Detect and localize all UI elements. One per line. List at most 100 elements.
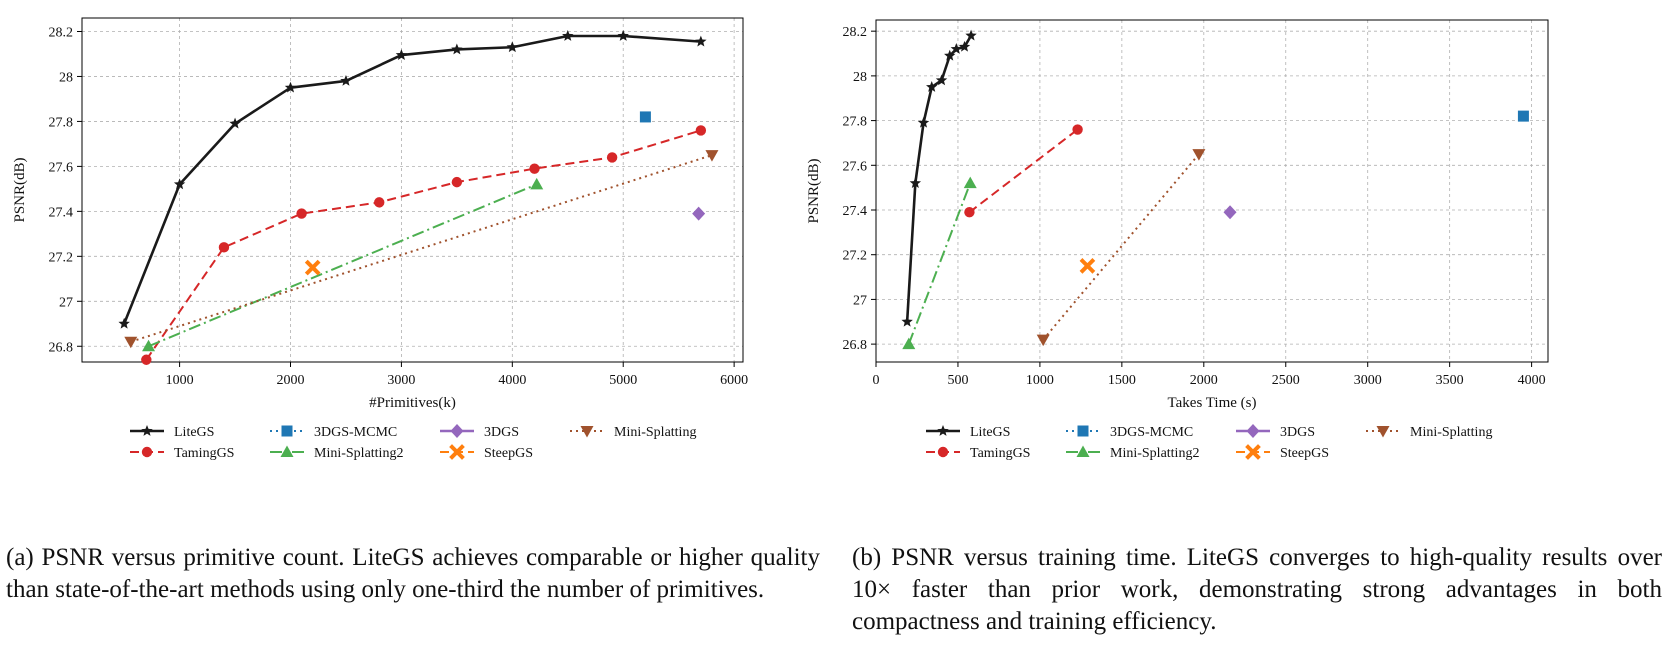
legend-label-mini-splatting2: Mini-Splatting2 bbox=[1110, 446, 1199, 461]
legend-marker-taminggs bbox=[937, 446, 949, 458]
legend-label-3dgs: 3DGS bbox=[1280, 425, 1315, 440]
legend-label-steepgs: SteepGS bbox=[484, 446, 533, 461]
plot-frame bbox=[875, 19, 1549, 363]
data-point-litegs bbox=[284, 81, 297, 93]
x-tick-label: 4000 bbox=[498, 373, 526, 388]
y-tick-label: 27 bbox=[59, 295, 73, 310]
x-tick-label: 3000 bbox=[387, 373, 415, 388]
chart-b: 0 500 1000 1500 2000 2500 3000 3500 4000 26.8 27 27… bbox=[806, 19, 1549, 461]
data-point-mini-splatting2 bbox=[902, 337, 916, 350]
data-point-litegs bbox=[173, 178, 186, 190]
data-point-mini-splatting bbox=[1192, 149, 1206, 161]
x-axis-label: #Primitives(k) bbox=[369, 395, 456, 411]
data-point-litegs bbox=[395, 49, 408, 60]
x-tick-label: 2500 bbox=[1272, 373, 1300, 388]
legend: LiteGS 3DGS-MCMC 3DGS Mini-Splatting TamingG… bbox=[130, 424, 696, 461]
data-point-taminggs bbox=[1072, 124, 1083, 135]
legend-marker-mini-splatting2 bbox=[1076, 445, 1090, 457]
series-taminggs bbox=[964, 124, 1083, 218]
legend-marker-3dgs bbox=[1246, 424, 1260, 438]
data-point-litegs bbox=[926, 81, 938, 92]
legend-label-steepgs: SteepGS bbox=[1280, 446, 1329, 461]
y-tick-label: 27.4 bbox=[49, 205, 74, 220]
y-tick-label: 27.6 bbox=[843, 159, 868, 174]
legend-label-3dgs-mcmc: 3DGS-MCMC bbox=[1110, 425, 1193, 440]
x-tick-label: 2000 bbox=[277, 373, 305, 388]
data-point-3dgs bbox=[692, 206, 706, 221]
plot-frame bbox=[81, 17, 744, 363]
x-tick-label: 3000 bbox=[1354, 373, 1382, 388]
data-point-litegs bbox=[451, 43, 463, 55]
data-point-3dgs bbox=[1223, 205, 1237, 220]
data-point-litegs bbox=[118, 317, 130, 329]
x-tick-label: 6000 bbox=[720, 373, 748, 388]
y-tick-label: 28 bbox=[59, 70, 73, 85]
series-3dgs bbox=[1223, 205, 1237, 220]
series-line-mini-splatting2 bbox=[907, 182, 972, 345]
data-point-taminggs bbox=[218, 242, 230, 253]
x-tick-label: 0 bbox=[873, 373, 880, 388]
series-mini-splatting2 bbox=[902, 176, 977, 350]
y-tick-label: 27.2 bbox=[843, 249, 868, 264]
y-tick-label: 28.2 bbox=[843, 25, 868, 40]
x-axis-label: Takes Time (s) bbox=[1168, 395, 1257, 411]
data-point-litegs bbox=[340, 74, 352, 86]
legend-label-mini-splatting2: Mini-Splatting2 bbox=[314, 446, 403, 461]
data-point-mini-splatting bbox=[1036, 334, 1050, 347]
data-point-litegs bbox=[229, 117, 241, 129]
legend-marker-3dgs-mcmc bbox=[281, 425, 293, 437]
x-tick-label: 2000 bbox=[1190, 373, 1218, 388]
data-point-taminggs bbox=[141, 354, 152, 365]
data-point-litegs bbox=[901, 315, 913, 327]
y-tick-label: 27.6 bbox=[49, 160, 74, 175]
data-point-3dgs-mcmc bbox=[639, 111, 651, 123]
data-point-steepgs bbox=[1079, 258, 1096, 274]
x-tick-label: 1000 bbox=[1026, 373, 1054, 388]
x-tick-label: 500 bbox=[947, 373, 968, 388]
y-tick-label: 27.8 bbox=[843, 115, 868, 130]
legend-label-mini-splatting: Mini-Splatting bbox=[614, 425, 696, 440]
legend-marker-litegs bbox=[937, 425, 949, 436]
legend-marker-steepgs bbox=[1245, 444, 1261, 460]
legend-marker-mini-splatting bbox=[580, 426, 594, 438]
y-tick-label: 27.8 bbox=[49, 115, 74, 130]
data-point-litegs bbox=[965, 29, 977, 41]
data-point-taminggs bbox=[296, 208, 307, 219]
data-point-litegs bbox=[909, 177, 922, 189]
y-tick-label: 28 bbox=[853, 70, 867, 85]
data-point-litegs bbox=[506, 41, 519, 53]
legend-marker-3dgs bbox=[450, 424, 464, 438]
series-3dgs-mcmc bbox=[639, 111, 651, 123]
series-line-taminggs bbox=[145, 129, 702, 361]
data-point-mini-splatting2 bbox=[142, 339, 156, 352]
series-3dgs-mcmc bbox=[1517, 110, 1529, 122]
data-point-taminggs bbox=[964, 207, 975, 218]
y-tick-label: 26.8 bbox=[49, 340, 74, 355]
legend-marker-3dgs-mcmc bbox=[1077, 425, 1089, 437]
legend-marker-mini-splatting bbox=[1376, 426, 1390, 438]
series-steepgs bbox=[304, 259, 321, 276]
series-line-litegs bbox=[122, 34, 701, 325]
data-point-mini-splatting bbox=[705, 150, 719, 162]
data-point-litegs bbox=[917, 116, 930, 128]
series-3dgs bbox=[692, 206, 706, 221]
data-point-mini-splatting bbox=[124, 336, 138, 349]
series-mini-splatting bbox=[124, 150, 719, 349]
data-point-taminggs bbox=[529, 163, 540, 174]
data-point-litegs bbox=[958, 40, 971, 52]
series-litegs bbox=[901, 29, 977, 327]
legend-label-litegs: LiteGS bbox=[174, 425, 214, 440]
caption-b: (b) PSNR versus training time. LiteGS co… bbox=[852, 544, 1662, 635]
legend-marker-litegs bbox=[141, 425, 153, 436]
legend-marker-mini-splatting2 bbox=[280, 445, 294, 457]
figure-canvas: 1000 2000 3000 4000 5000 600026.82727.227.427… bbox=[12, 17, 1549, 461]
series-taminggs bbox=[141, 125, 707, 365]
series-litegs bbox=[118, 29, 707, 329]
y-tick-label: 27 bbox=[853, 293, 867, 308]
data-point-steepgs bbox=[304, 259, 321, 276]
data-point-mini-splatting2 bbox=[530, 177, 544, 190]
legend: LiteGS 3DGS-MCMC 3DGS Mini-Splatting TamingG… bbox=[926, 424, 1492, 461]
legend-marker-taminggs bbox=[141, 446, 153, 458]
chart-a: 1000 2000 3000 4000 5000 6000 26.8 27 27.2 27.4 27… bbox=[12, 17, 748, 461]
data-point-taminggs bbox=[695, 125, 707, 136]
